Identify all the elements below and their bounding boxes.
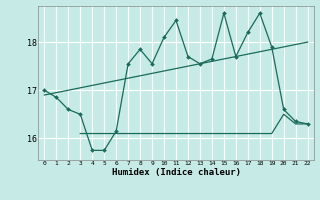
- X-axis label: Humidex (Indice chaleur): Humidex (Indice chaleur): [111, 168, 241, 177]
